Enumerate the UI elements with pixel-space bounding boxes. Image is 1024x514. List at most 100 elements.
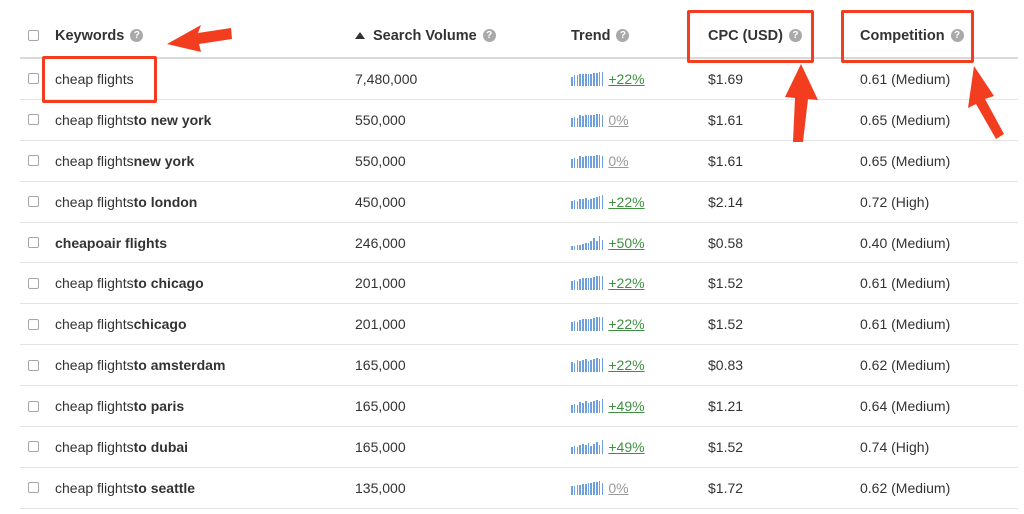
- sparkline-bar: [579, 444, 581, 454]
- sparkline-bar: [582, 483, 584, 495]
- trend-cell: +22%: [571, 182, 645, 222]
- trend-percent-link[interactable]: +22%: [608, 316, 645, 333]
- sparkline-bar: [573, 116, 576, 127]
- trend-sparkline: [571, 71, 604, 86]
- sparkline-bar: [579, 155, 581, 168]
- sparkline-bar: [579, 73, 581, 86]
- row-checkbox[interactable]: [28, 400, 39, 412]
- cpc-header[interactable]: CPC (USD) ?: [708, 14, 802, 57]
- competition-header[interactable]: Competition ?: [860, 14, 964, 57]
- row-checkbox[interactable]: [28, 277, 39, 289]
- table-row[interactable]: cheap flights to london 450,000 +22% $2.14 0…: [20, 182, 1018, 223]
- sparkline-bar: [579, 402, 581, 414]
- keyword-base-text: cheap flights: [55, 398, 134, 415]
- row-checkbox[interactable]: [28, 482, 39, 494]
- sparkline-bar: [601, 71, 604, 86]
- competition-cell: 0.61 (Medium): [860, 316, 951, 333]
- table-row[interactable]: cheap flights to dubai 165,000 +49% $1.52 0.…: [20, 427, 1018, 468]
- sparkline-bar: [598, 71, 601, 86]
- row-checkbox[interactable]: [28, 441, 39, 453]
- trend-percent-link[interactable]: 0%: [608, 111, 629, 128]
- keyword-base-text: cheap flights: [55, 357, 134, 374]
- row-select-cell: [28, 223, 39, 263]
- sparkline-bar: [587, 278, 590, 291]
- row-checkbox[interactable]: [28, 114, 39, 126]
- keyword-extension-text: chicago: [133, 316, 187, 333]
- keyword-cell: cheap flights chicago: [55, 304, 187, 344]
- table-row[interactable]: cheapoair flights 246,000 +50% $0.58 0.40 (M…: [20, 223, 1018, 264]
- sparkline-bar: [571, 158, 573, 168]
- cpc-cell: $2.14: [708, 193, 744, 210]
- sparkline-bar: [587, 442, 590, 454]
- search-volume-header-label: Search Volume: [373, 27, 477, 44]
- search-volume-cell: 201,000: [355, 316, 406, 333]
- competition-header-label: Competition: [860, 27, 945, 44]
- sparkline-bar: [576, 484, 579, 495]
- row-select-cell: [28, 182, 39, 222]
- row-checkbox[interactable]: [28, 237, 39, 248]
- row-checkbox[interactable]: [28, 359, 39, 371]
- sparkline-bar: [596, 113, 598, 127]
- sparkline-bar: [598, 235, 601, 250]
- help-icon[interactable]: ?: [788, 29, 802, 42]
- trend-cell: +49%: [571, 386, 645, 426]
- row-select-cell: [28, 263, 39, 303]
- trend-percent-link[interactable]: +22%: [608, 70, 645, 87]
- trend-percent-link[interactable]: +49%: [608, 398, 645, 415]
- sparkline-bar: [571, 200, 573, 209]
- trend-percent-link[interactable]: +22%: [608, 275, 645, 292]
- sparkline-bar: [584, 155, 587, 168]
- trend-percent-link[interactable]: 0%: [608, 479, 629, 496]
- sparkline-bar: [596, 196, 598, 209]
- table-row[interactable]: cheap flights to new york 550,000 0% $1.61 0…: [20, 100, 1018, 141]
- keywords-header[interactable]: Keywords ?: [55, 14, 144, 57]
- competition-cell: 0.40 (Medium): [860, 234, 951, 251]
- row-select-cell: [28, 345, 39, 385]
- help-icon[interactable]: ?: [482, 29, 496, 42]
- table-row[interactable]: cheap flights 7,480,000 +22% $1.69 0.61 (Med…: [20, 59, 1018, 100]
- sparkline-bar: [596, 240, 598, 250]
- sparkline-bar: [579, 198, 581, 209]
- trend-percent-link[interactable]: +49%: [608, 438, 645, 455]
- keyword-cell: cheap flights to chicago: [55, 263, 204, 303]
- trend-percent-link[interactable]: +22%: [608, 357, 645, 374]
- trend-header[interactable]: Trend ?: [571, 14, 630, 57]
- sparkline-bar: [587, 73, 590, 86]
- trend-percent-link[interactable]: 0%: [608, 152, 629, 169]
- search-volume-header[interactable]: Search Volume ?: [355, 14, 496, 57]
- select-all-checkbox[interactable]: [28, 30, 39, 41]
- sparkline-bar: [601, 439, 604, 454]
- help-icon[interactable]: ?: [616, 29, 630, 42]
- row-checkbox[interactable]: [28, 318, 39, 330]
- trend-percent-link[interactable]: +22%: [608, 193, 645, 210]
- sparkline-bar: [596, 317, 598, 332]
- trend-percent-link[interactable]: +50%: [608, 234, 645, 251]
- keyword-base-text: cheap flights: [55, 111, 134, 128]
- sparkline-bar: [587, 199, 590, 209]
- help-icon[interactable]: ?: [950, 29, 964, 42]
- sparkline-bar: [571, 485, 573, 495]
- sparkline-bar: [584, 319, 587, 332]
- sparkline-bar: [579, 244, 581, 250]
- help-icon[interactable]: ?: [130, 29, 144, 42]
- trend-sparkline: [571, 154, 604, 168]
- table-row[interactable]: cheap flights new york 550,000 0% $1.61 0.65…: [20, 141, 1018, 182]
- table-row[interactable]: cheap flights chicago 201,000 +22% $1.52 0.6…: [20, 304, 1018, 346]
- cpc-cell: $1.61: [708, 152, 744, 169]
- trend-sparkline: [571, 358, 604, 373]
- table-row[interactable]: cheap flights to seattle 135,000 0% $1.72 0.…: [20, 468, 1018, 509]
- table-row[interactable]: cheap flights to chicago 201,000 +22% $1.52…: [20, 263, 1018, 305]
- sparkline-bar: [593, 359, 595, 373]
- search-volume-cell: 201,000: [355, 275, 406, 292]
- row-checkbox[interactable]: [28, 196, 39, 208]
- row-checkbox[interactable]: [28, 155, 39, 167]
- sparkline-bar: [582, 278, 584, 291]
- row-checkbox[interactable]: [28, 73, 39, 85]
- table-row[interactable]: cheap flights to paris 165,000 +49% $1.21 0.…: [20, 386, 1018, 428]
- trend-cell: 0%: [571, 141, 629, 181]
- sparkline-bar: [596, 72, 598, 86]
- trend-header-label: Trend: [571, 27, 611, 44]
- cpc-cell: $1.52: [708, 438, 744, 455]
- table-row[interactable]: cheap flights to amsterdam 165,000 +22% $0.…: [20, 345, 1018, 387]
- row-select-cell: [28, 59, 39, 99]
